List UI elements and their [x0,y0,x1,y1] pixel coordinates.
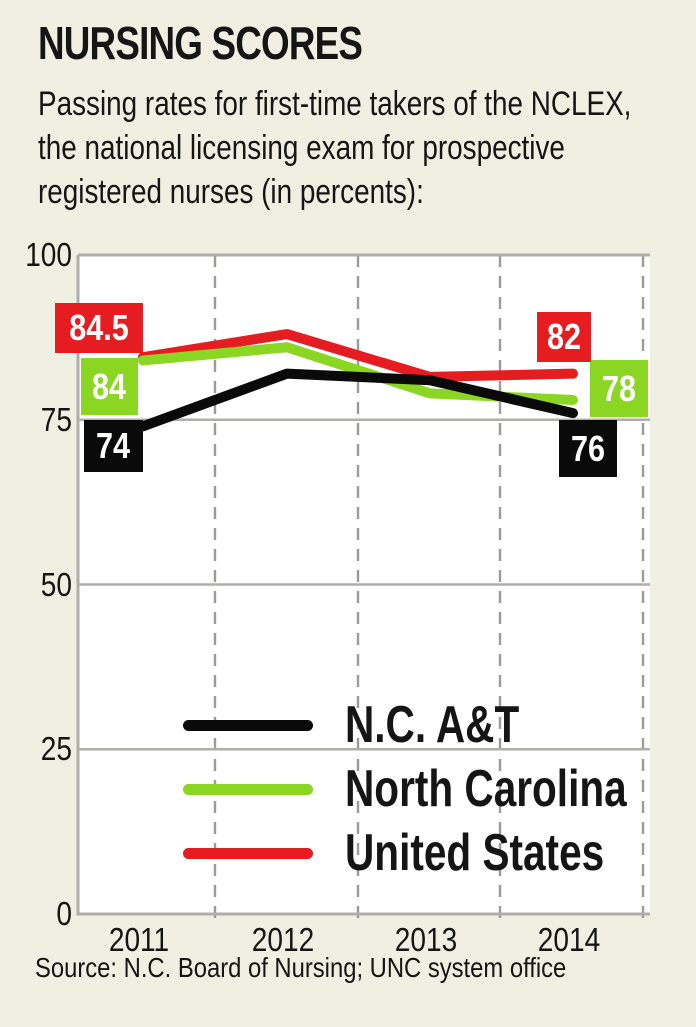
x-axis-label: 2014 [537,921,601,958]
legend-line-swatch [183,783,313,795]
subtitle-line-1: Passing rates for first-time takers of t… [38,85,632,123]
value-label: 84 [81,358,138,415]
value-label: 76 [559,420,617,477]
legend-item: North Carolina [183,757,696,821]
y-axis-label: 25 [40,730,72,768]
y-axis-label: 100 [25,236,72,273]
value-label: 84.5 [55,303,143,353]
legend-line-swatch [183,847,313,859]
legend-label: N.C. A&T [345,696,520,754]
subtitle-line-3: registered nurses (in percents): [38,173,424,211]
legend-line-swatch [183,719,313,731]
subtitle-line-2: the national licensing exam for prospect… [38,129,565,167]
value-label: 74 [84,420,143,472]
source-note: Source: N.C. Board of Nursing; UNC syste… [35,952,660,984]
source-note-text: Source: N.C. Board of Nursing; UNC syste… [35,952,567,983]
chart-legend: N.C. A&T North Carolina United States [183,693,696,885]
y-axis-label: 0 [56,895,72,932]
y-axis-label: 75 [40,400,72,438]
legend-item: N.C. A&T [183,693,696,757]
series-line-n-c-a-t [138,368,578,432]
x-axis-label: 2012 [251,921,315,958]
legend-item: United States [183,821,696,885]
value-label: 78 [590,360,648,417]
series-line-united-states [138,329,578,382]
legend-label: United States [345,824,605,882]
page-title: NURSING SCORES [38,16,443,70]
chart-subtitle: Passing rates for first-time takers of t… [38,82,696,214]
legend-label: North Carolina [345,760,627,818]
value-label: 82 [537,312,591,362]
y-axis-label: 50 [40,565,72,603]
x-axis-label: 2011 [108,921,170,958]
page-title-text: NURSING SCORES [38,17,363,69]
x-axis-label: 2013 [394,921,458,958]
